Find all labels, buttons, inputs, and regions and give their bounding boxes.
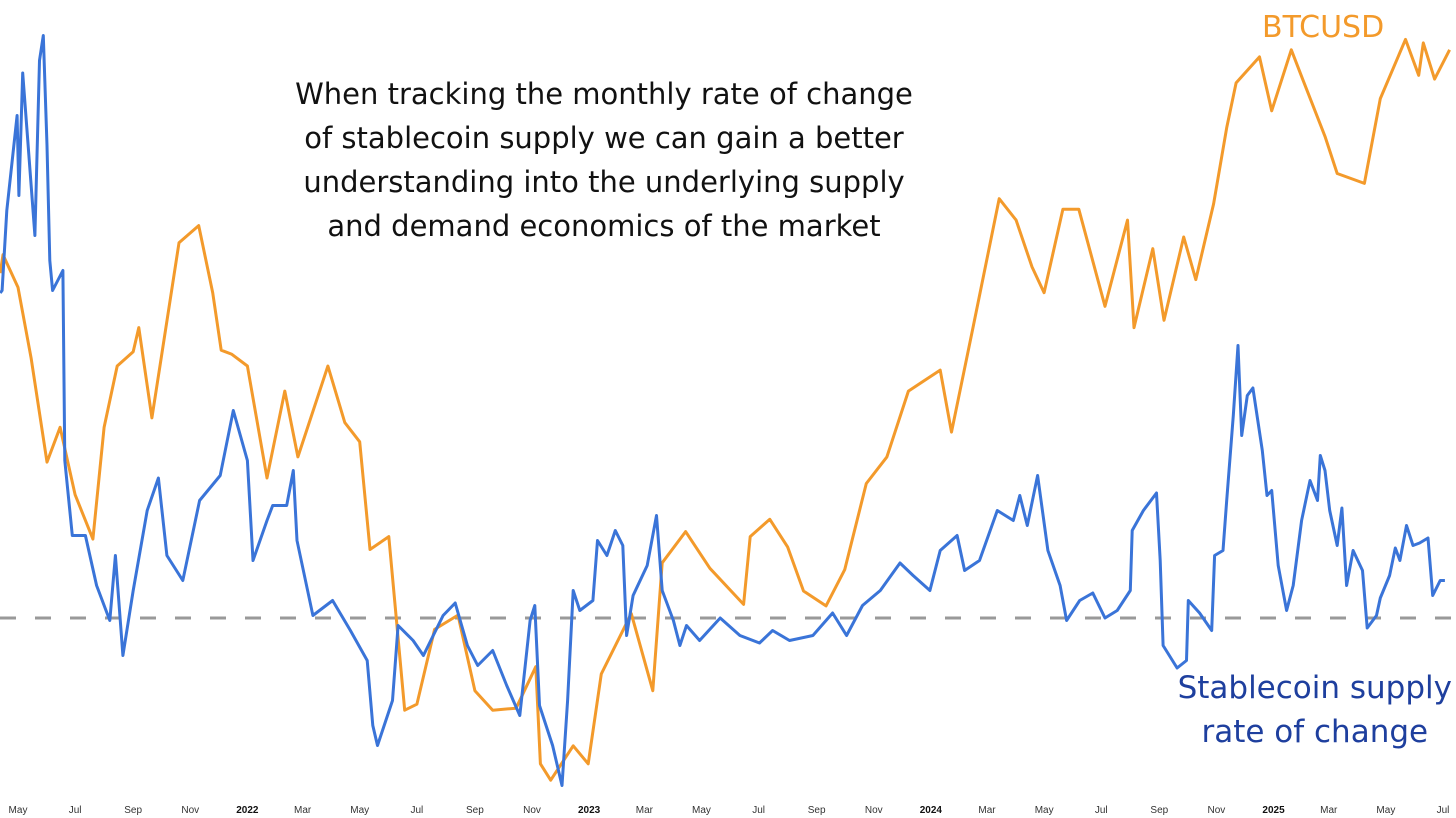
btcusd-series-line <box>0 37 1451 782</box>
annotation-line: understanding into the underlying supply <box>303 165 905 199</box>
x-tick-label: 2025 <box>1262 805 1285 816</box>
stablecoin-series-label: Stablecoin supply rate of change <box>1178 666 1452 754</box>
x-tick-label: May <box>9 805 28 816</box>
x-tick-label: Jul <box>69 805 82 816</box>
x-tick-label: Nov <box>181 805 199 816</box>
annotation-line: When tracking the monthly rate of change <box>295 77 913 111</box>
x-tick-label: May <box>1376 805 1395 816</box>
x-tick-label: Sep <box>808 805 826 816</box>
x-tick-label: Jul <box>1095 805 1108 816</box>
x-tick-label: Mar <box>1320 805 1338 816</box>
x-tick-label: Mar <box>978 805 996 816</box>
chart-annotation: When tracking the monthly rate of change… <box>254 72 954 248</box>
annotation-line: of stablecoin supply we can gain a bette… <box>304 121 904 155</box>
annotation-line: and demand economics of the market <box>327 209 881 243</box>
x-tick-label: Mar <box>636 805 654 816</box>
x-tick-label: 2022 <box>236 805 259 816</box>
x-tick-label: Mar <box>294 805 312 816</box>
x-tick-label: 2024 <box>920 805 943 816</box>
x-tick-label: Nov <box>1208 805 1226 816</box>
x-tick-label: 2023 <box>578 805 601 816</box>
x-tick-label: May <box>350 805 369 816</box>
x-tick-label: Jul <box>752 805 765 816</box>
btcusd-series-label: BTCUSD <box>1262 10 1385 45</box>
x-tick-label: Jul <box>1437 805 1450 816</box>
x-tick-label: Jul <box>410 805 423 816</box>
x-tick-label: May <box>1035 805 1054 816</box>
x-axis-ticks: May Jul Sep Nov 2022 Mar May Jul Sep Nov 2023 Mar Ma… <box>9 805 1450 816</box>
stablecoin-label-line: rate of change <box>1201 714 1429 750</box>
x-tick-label: Sep <box>466 805 484 816</box>
x-tick-label: May <box>692 805 711 816</box>
x-tick-label: Nov <box>523 805 541 816</box>
x-tick-label: Nov <box>865 805 883 816</box>
stablecoin-label-line: Stablecoin supply <box>1177 670 1452 706</box>
x-tick-label: Sep <box>1150 805 1168 816</box>
x-tick-label: Sep <box>124 805 142 816</box>
stablecoin-roc-series-line <box>0 34 1445 787</box>
